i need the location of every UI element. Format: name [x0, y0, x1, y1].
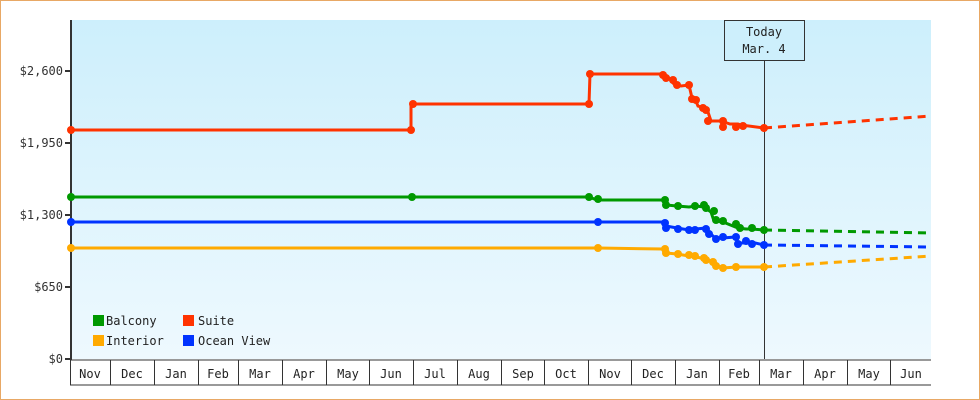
month-label: Oct: [555, 367, 577, 381]
y-tick-label: $0: [49, 352, 63, 366]
plot-area: [71, 20, 931, 359]
month-label: Jun: [900, 367, 922, 381]
month-label: Dec: [642, 367, 664, 381]
y-tick-label: $650: [34, 280, 63, 294]
month-labels: Nov Dec Jan Feb Mar Apr May Jun Jul Aug …: [79, 367, 922, 381]
legend-swatch-balcony: [93, 315, 104, 326]
legend-swatch-ocean-view: [183, 335, 194, 346]
month-label: Mar: [249, 367, 271, 381]
month-label: Dec: [121, 367, 143, 381]
y-ticks: [65, 70, 71, 360]
month-label: Apr: [814, 367, 836, 381]
month-label: Nov: [599, 367, 621, 381]
series-ocean-view: [67, 218, 932, 249]
series-interior: [67, 244, 932, 272]
series-balcony: [67, 193, 932, 235]
month-label: May: [337, 367, 359, 381]
month-label: Apr: [293, 367, 315, 381]
month-label: Feb: [728, 367, 750, 381]
y-tick-label: $1,950: [20, 136, 63, 150]
month-label: Nov: [79, 367, 101, 381]
y-tick-label: $1,300: [20, 208, 63, 222]
x-axis: [70, 359, 931, 386]
legend-swatch-interior: [93, 335, 104, 346]
month-label: Aug: [468, 367, 490, 381]
y-tick-label: $2,600: [20, 64, 63, 78]
month-label: Jul: [424, 367, 446, 381]
legend: Balcony Suite Interior Ocean View: [93, 314, 271, 348]
series-suite: [67, 70, 932, 134]
month-label: Sep: [512, 367, 534, 381]
legend-label: Interior: [106, 334, 164, 348]
month-label: Jan: [686, 367, 708, 381]
month-label: Jan: [165, 367, 187, 381]
legend-label: Balcony: [106, 314, 157, 328]
today-label: Today: [746, 25, 782, 39]
legend-label: Suite: [198, 314, 234, 328]
today-date: Mar. 4: [742, 42, 785, 56]
month-label: Mar: [770, 367, 792, 381]
month-label: Feb: [207, 367, 229, 381]
legend-label: Ocean View: [198, 334, 271, 348]
today-box: [724, 20, 805, 61]
month-label: May: [858, 367, 880, 381]
legend-swatch-suite: [183, 315, 194, 326]
month-label: Jun: [380, 367, 402, 381]
